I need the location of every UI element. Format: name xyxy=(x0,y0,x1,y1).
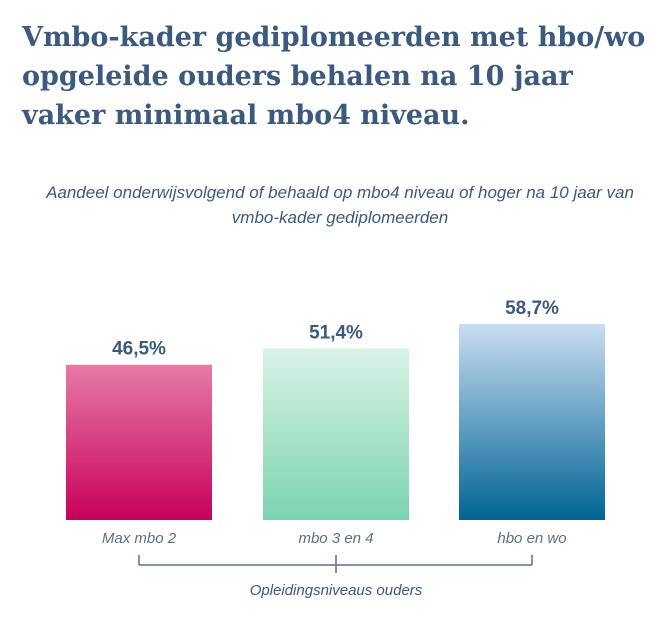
bar-1 xyxy=(66,364,212,520)
category-bracket xyxy=(138,555,533,573)
category-label-1: Max mbo 2 xyxy=(102,530,177,547)
bar-2 xyxy=(263,348,409,520)
value-label-1: 46,5% xyxy=(112,339,166,360)
x-axis-title: Opleidingsniveaus ouders xyxy=(250,582,423,599)
value-label-3: 58,7% xyxy=(505,298,559,319)
bar-3 xyxy=(459,324,605,520)
category-label-2: mbo 3 en 4 xyxy=(298,530,373,547)
headline: Vmbo-kader gediplomeerden met hbo/wo opg… xyxy=(22,22,646,131)
chart-title: Aandeel onderwijsvolgend of behaald op m… xyxy=(46,183,634,227)
value-label-2: 51,4% xyxy=(309,322,363,343)
category-label-3: hbo en wo xyxy=(497,530,566,547)
